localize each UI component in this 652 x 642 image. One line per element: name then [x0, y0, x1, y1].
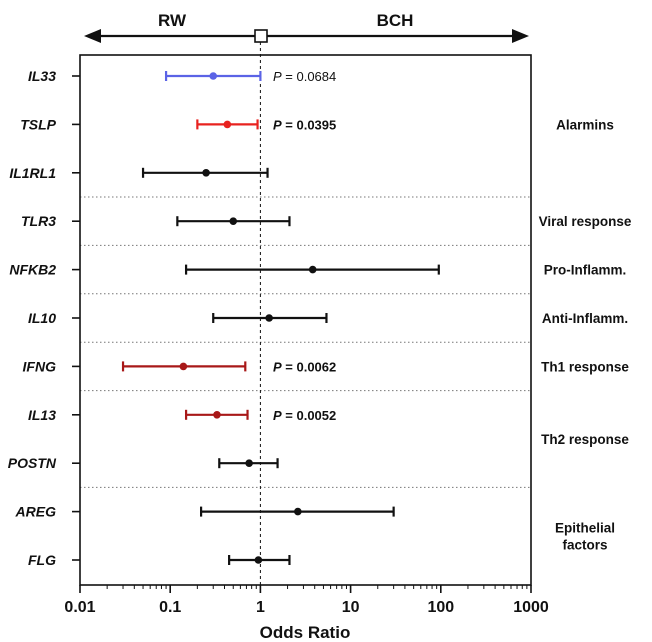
- group-label: Alarmins: [556, 117, 614, 132]
- left-direction-label: RW: [158, 11, 187, 30]
- gene-label: IFNG: [23, 358, 57, 374]
- gene-label: IL10: [28, 310, 56, 326]
- odds-ratio-point: [254, 556, 263, 564]
- forest-row: TLR3: [21, 213, 291, 229]
- forest-row: TSLP: [20, 116, 259, 132]
- group-label: Th2 response: [541, 432, 629, 447]
- group-label: Epithelial factors: [555, 520, 615, 552]
- x-tick-label: 0.01: [64, 599, 95, 616]
- gene-label: NFKB2: [9, 262, 56, 278]
- p-value-label: P = 0.0062: [273, 359, 336, 374]
- odds-ratio-point: [229, 217, 238, 225]
- forest-row: POSTN: [8, 455, 279, 471]
- gene-label: AREG: [15, 504, 57, 520]
- null-marker-square: [254, 29, 268, 43]
- p-value-label: P = 0.0395: [273, 117, 336, 132]
- right-direction-label: BCH: [377, 11, 414, 30]
- x-tick-label: 1000: [513, 599, 549, 616]
- gene-label: POSTN: [8, 455, 57, 471]
- odds-ratio-point: [308, 265, 317, 274]
- gene-label: IL1RL1: [9, 165, 56, 181]
- forest-row: IL33: [28, 68, 262, 84]
- direction-header: RW BCH: [84, 11, 529, 43]
- group-separators: [80, 196, 531, 488]
- p-value-label: P = 0.0684: [273, 69, 336, 84]
- group-label: Pro-Inflamm.: [544, 263, 627, 278]
- group-labels: Alarmins Viral response Pro-Inflamm. Anti-I…: [539, 117, 632, 552]
- forest-row: NFKB2: [9, 262, 440, 278]
- estimate-rows: IL33 TSLP IL1RL1 TLR3 NFKB2 IL10 IFNG IL13 POSTN…: [8, 68, 440, 568]
- forest-row: IL1RL1: [9, 165, 269, 181]
- odds-ratio-point: [265, 314, 273, 322]
- odds-ratio-point: [202, 169, 210, 177]
- x-tick-label: 100: [427, 599, 454, 616]
- group-label: Viral response: [539, 214, 632, 229]
- x-tick-label: 0.1: [159, 599, 181, 616]
- forest-row: IL10: [28, 310, 328, 326]
- x-tick-label: 1: [256, 599, 265, 616]
- odds-ratio-point: [209, 72, 218, 80]
- gene-label: TSLP: [20, 116, 56, 132]
- p-value-label: P = 0.0052: [273, 408, 336, 423]
- gene-label: IL33: [28, 68, 56, 84]
- arrow-left-head: [84, 29, 101, 43]
- plot-frame: [79, 54, 532, 586]
- x-axis-title: Odds Ratio: [260, 623, 351, 642]
- group-label: Th1 response: [541, 359, 629, 374]
- forest-row: IFNG: [23, 358, 247, 374]
- x-axis: 0.01 0.1 1 10 100 1000: [64, 585, 549, 616]
- gene-label: FLG: [28, 552, 56, 568]
- group-label: Anti-Inflamm.: [542, 311, 628, 326]
- p-value-labels: P = 0.0684 P = 0.0395 P = 0.0062 P = 0.0052: [273, 69, 336, 423]
- odds-ratio-point: [294, 507, 302, 516]
- odds-ratio-point: [223, 120, 232, 129]
- odds-ratio-point: [245, 459, 253, 468]
- gene-label: TLR3: [21, 213, 56, 229]
- odds-ratio-point: [213, 411, 221, 419]
- odds-ratio-point: [179, 362, 188, 371]
- forest-row: AREG: [15, 504, 395, 520]
- forest-row: IL13: [28, 407, 249, 423]
- arrow-right-head: [512, 29, 529, 43]
- gene-label: IL13: [28, 407, 56, 423]
- forest-row: FLG: [28, 552, 291, 568]
- x-tick-label: 10: [342, 599, 360, 616]
